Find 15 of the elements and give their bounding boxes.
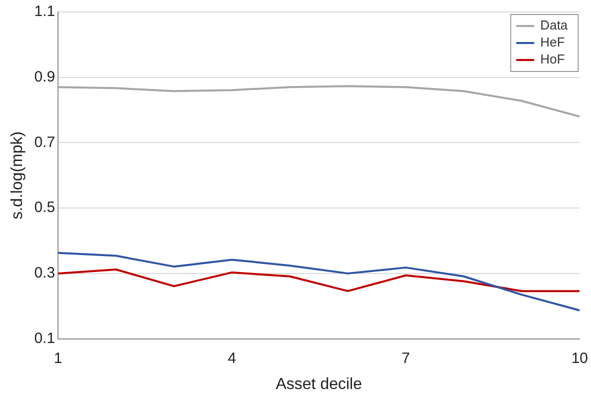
y-axis-title: s.d.log(mpk) [9,131,26,220]
y-tick-label: 0.5 [34,199,56,216]
y-tick-label: 0.3 [34,264,56,282]
legend-label: HoF [540,52,565,67]
x-axis-title: Asset decile [276,376,362,393]
y-tick-label: 0.7 [34,134,56,151]
x-tick-label: 4 [228,350,236,367]
y-tick-label: 0.1 [34,330,56,347]
x-tick-label: 10 [571,350,588,367]
legend-label: HeF [540,34,565,50]
y-tick-label: 0.9 [34,68,56,86]
x-tick-label: 7 [402,350,410,367]
legend-label: Data [540,18,568,33]
y-tick-label: 1.1 [34,3,56,20]
x-tick-label: 1 [54,350,62,367]
